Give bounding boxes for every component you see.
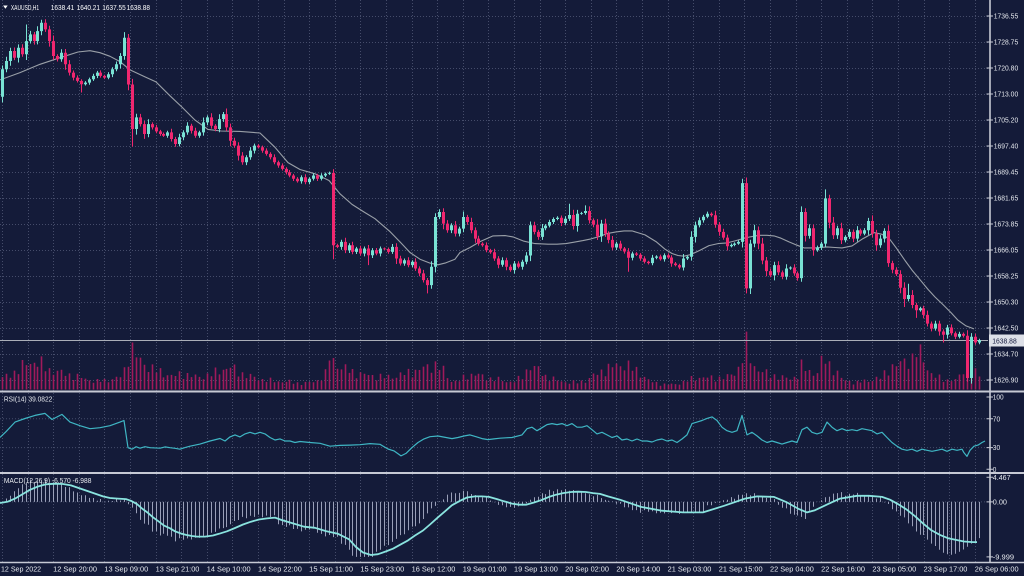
- svg-text:16 Sep 12:00: 16 Sep 12:00: [412, 565, 456, 574]
- svg-text:MACD(12,26,9) -6.570 -6.988: MACD(12,26,9) -6.570 -6.988: [4, 476, 92, 485]
- svg-text:1697.40: 1697.40: [994, 142, 1018, 151]
- svg-text:0.00: 0.00: [993, 498, 1007, 507]
- svg-text:21 Sep 15:00: 21 Sep 15:00: [719, 565, 763, 574]
- svg-text:22 Sep 04:00: 22 Sep 04:00: [770, 565, 814, 574]
- svg-text:23 Sep 17:00: 23 Sep 17:00: [924, 565, 968, 574]
- svg-text:1681.65: 1681.65: [994, 194, 1018, 203]
- svg-text:0: 0: [993, 465, 997, 474]
- svg-text:1720.80: 1720.80: [994, 64, 1018, 73]
- svg-text:20 Sep 14:00: 20 Sep 14:00: [616, 565, 660, 574]
- svg-text:13 Sep 21:00: 13 Sep 21:00: [156, 565, 200, 574]
- svg-text:4.467: 4.467: [993, 473, 1011, 482]
- svg-text:14 Sep 22:00: 14 Sep 22:00: [258, 565, 302, 574]
- svg-text:-9.999: -9.999: [993, 553, 1014, 562]
- svg-text:1642.50: 1642.50: [994, 324, 1018, 333]
- svg-text:100: 100: [993, 393, 1004, 402]
- svg-text:1705.20: 1705.20: [994, 116, 1018, 125]
- svg-text:1673.85: 1673.85: [994, 220, 1018, 229]
- svg-text:12 Sep 2022: 12 Sep 2022: [1, 565, 41, 574]
- svg-text:1640.21: 1640.21: [77, 3, 100, 12]
- svg-text:20 Sep 02:00: 20 Sep 02:00: [565, 565, 609, 574]
- svg-text:1736.55: 1736.55: [994, 12, 1018, 21]
- svg-text:1728.75: 1728.75: [994, 38, 1018, 47]
- svg-text:30: 30: [993, 443, 1000, 452]
- svg-text:19 Sep 01:00: 19 Sep 01:00: [463, 565, 507, 574]
- svg-text:26 Sep 06:00: 26 Sep 06:00: [975, 565, 1019, 574]
- svg-text:1650.30: 1650.30: [994, 298, 1018, 307]
- svg-text:1713.00: 1713.00: [994, 90, 1018, 99]
- svg-text:1638.41: 1638.41: [51, 3, 74, 12]
- svg-text:1658.25: 1658.25: [994, 272, 1018, 281]
- svg-text:21 Sep 03:00: 21 Sep 03:00: [668, 565, 712, 574]
- svg-text:12 Sep 20:00: 12 Sep 20:00: [53, 565, 97, 574]
- svg-text:70: 70: [993, 414, 1000, 423]
- svg-text:19 Sep 13:00: 19 Sep 13:00: [514, 565, 558, 574]
- svg-text:1666.05: 1666.05: [994, 246, 1018, 255]
- svg-text:1637.55: 1637.55: [102, 3, 125, 12]
- svg-text:RSI(14) 39.0822: RSI(14) 39.0822: [4, 395, 52, 404]
- svg-text:14 Sep 10:00: 14 Sep 10:00: [207, 565, 251, 574]
- svg-text:1634.70: 1634.70: [994, 350, 1018, 359]
- svg-text:1689.45: 1689.45: [994, 168, 1018, 177]
- svg-text:15 Sep 11:00: 15 Sep 11:00: [309, 565, 353, 574]
- svg-text:1638.88: 1638.88: [127, 3, 150, 12]
- svg-text:23 Sep 05:00: 23 Sep 05:00: [872, 565, 916, 574]
- svg-text:1638.88: 1638.88: [992, 336, 1016, 345]
- svg-text:XAUUSD,H1: XAUUSD,H1: [11, 3, 39, 12]
- svg-text:1626.90: 1626.90: [994, 376, 1018, 385]
- svg-text:15 Sep 23:00: 15 Sep 23:00: [360, 565, 404, 574]
- svg-text:22 Sep 16:00: 22 Sep 16:00: [821, 565, 865, 574]
- svg-text:13 Sep 09:00: 13 Sep 09:00: [104, 565, 148, 574]
